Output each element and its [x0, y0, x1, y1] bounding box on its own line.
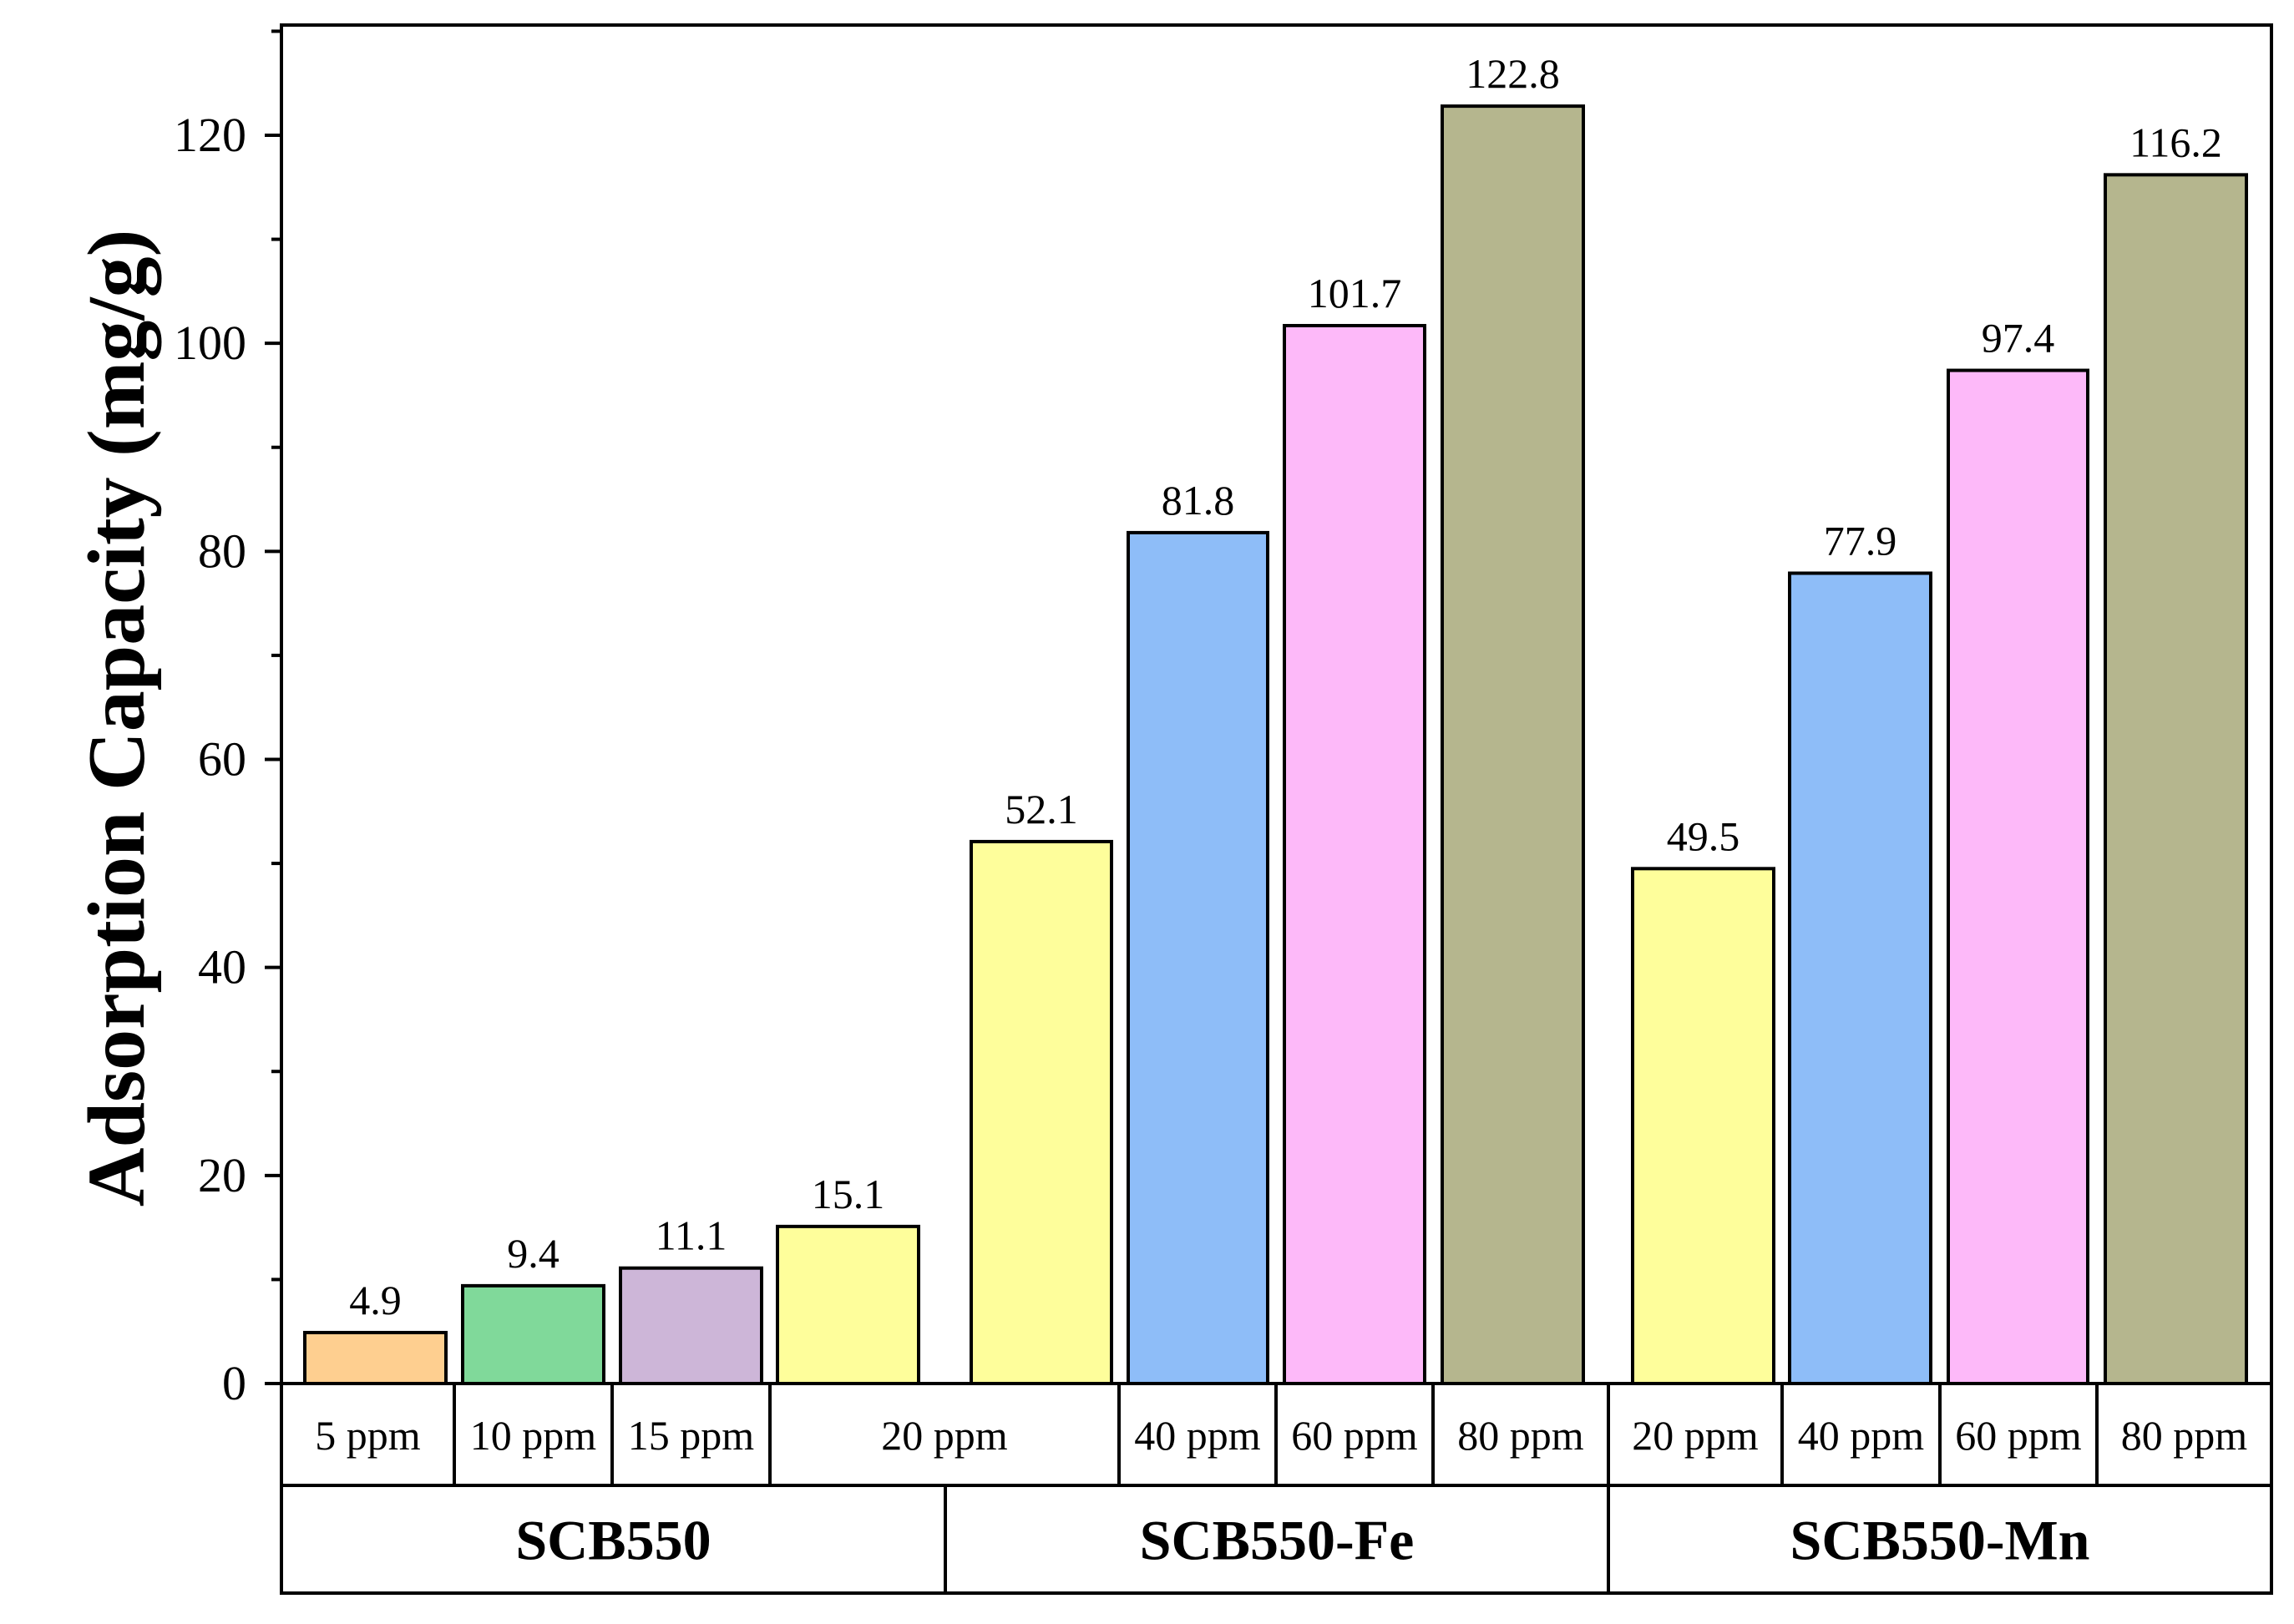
bar-value-label: 9.4: [507, 1230, 560, 1277]
bar-value-label: 77.9: [1824, 517, 1897, 564]
bars-layer: 4.9 9.4 11.1 15.1 52.1 81.8 101.7 122.8 49.5 77.9…: [303, 50, 2248, 1386]
bar: [2104, 173, 2248, 1385]
bar: [970, 839, 1113, 1385]
bar: [1283, 323, 1426, 1385]
bar: [461, 1283, 605, 1386]
y-axis-ticks: 0 20 40 60 80 100 120: [174, 29, 281, 1410]
bar: [1441, 104, 1585, 1385]
y-tick-label: 0: [222, 1356, 246, 1410]
category-label: 40 ppm: [1134, 1412, 1261, 1459]
bar-value-label: 81.8: [1162, 477, 1235, 524]
category-label: 15 ppm: [628, 1412, 755, 1459]
category-table: 5 ppm 10 ppm 15 ppm 20 ppm 40 ppm 60 ppm 80 pp…: [281, 1382, 2271, 1593]
y-tick-label: 20: [198, 1148, 246, 1202]
bar: [1947, 368, 2089, 1385]
category-label: 80 ppm: [1457, 1412, 1584, 1459]
bar-value-label: 116.2: [2129, 119, 2222, 165]
bar-value-label: 97.4: [1982, 315, 2055, 362]
group-label: SCB550-Fe: [1140, 1509, 1415, 1572]
bar-value-label: 101.7: [1308, 270, 1402, 316]
group-label: SCB550: [515, 1509, 711, 1572]
bar-value-label: 4.9: [349, 1277, 402, 1323]
category-label: 80 ppm: [2121, 1412, 2248, 1459]
y-tick-label: 80: [198, 524, 246, 578]
y-axis-title-group: Adsorption Capacity (mg/g): [72, 230, 162, 1207]
bar-value-label: 49.5: [1667, 812, 1740, 859]
category-label: 60 ppm: [1955, 1412, 2082, 1459]
bar: [1127, 530, 1269, 1385]
y-axis-title: Adsorption Capacity (mg/g): [72, 230, 162, 1207]
plot-frame: [280, 23, 2273, 1595]
bar: [1631, 867, 1775, 1385]
y-tick-label: 120: [174, 108, 246, 162]
category-label: 20 ppm: [881, 1412, 1008, 1459]
y-tick-label: 60: [198, 732, 246, 787]
category-label: 20 ppm: [1632, 1412, 1759, 1459]
bar: [619, 1266, 763, 1386]
bar-value-label: 52.1: [1005, 786, 1078, 832]
bar: [776, 1224, 920, 1385]
y-tick-label: 100: [174, 316, 246, 370]
category-label: 60 ppm: [1291, 1412, 1418, 1459]
group-label: SCB550-Mn: [1790, 1509, 2090, 1572]
y-tick-label: 40: [198, 940, 246, 994]
category-label: 40 ppm: [1798, 1412, 1925, 1459]
bar-value-label: 15.1: [812, 1171, 885, 1217]
bar: [303, 1330, 448, 1386]
category-label: 10 ppm: [470, 1412, 597, 1459]
bar-value-label: 11.1: [656, 1212, 727, 1259]
bar: [1788, 571, 1932, 1385]
category-label: 5 ppm: [315, 1412, 421, 1459]
bar-value-label: 122.8: [1466, 50, 1560, 97]
